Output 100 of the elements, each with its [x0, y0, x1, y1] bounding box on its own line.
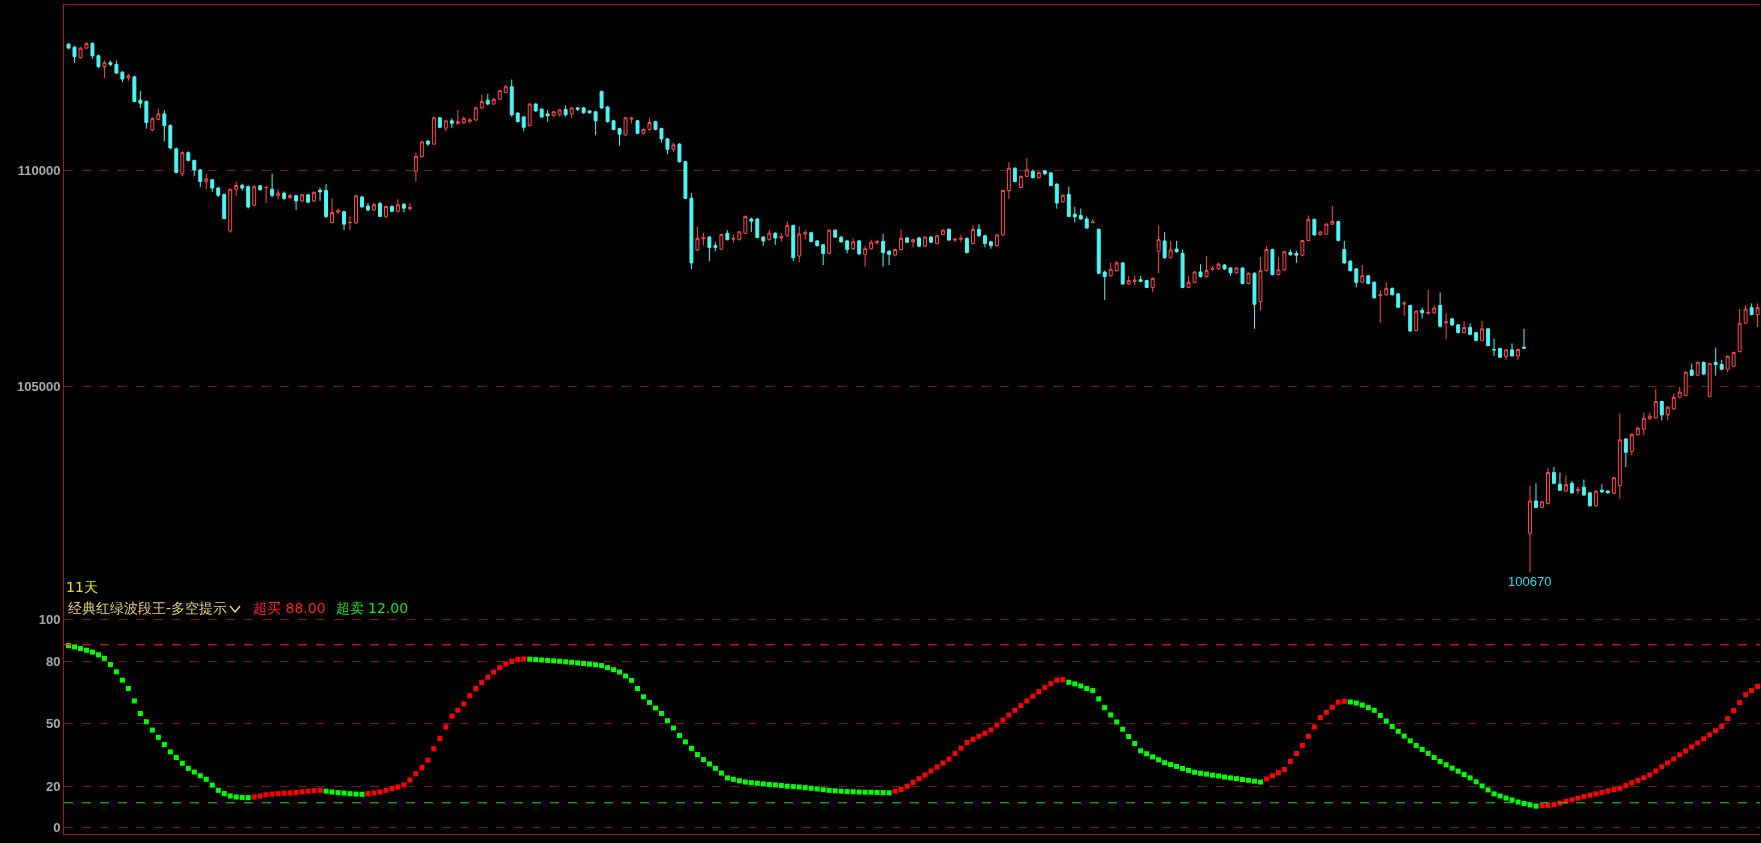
candlestick — [719, 233, 724, 251]
y-tick-label: 20 — [45, 778, 61, 794]
candlestick — [431, 116, 436, 146]
candlestick — [773, 231, 778, 246]
candlestick — [833, 228, 838, 239]
candlestick — [401, 202, 406, 214]
candlestick — [1522, 328, 1526, 350]
candlestick — [767, 229, 772, 242]
candlestick — [953, 237, 957, 243]
candlestick — [509, 78, 514, 118]
candlestick — [899, 228, 904, 251]
candlestick — [671, 142, 676, 153]
candlestick — [1024, 157, 1029, 178]
candlestick — [300, 193, 305, 203]
candlestick — [1138, 275, 1143, 283]
candlestick — [1330, 205, 1335, 225]
candlestick — [1557, 472, 1562, 492]
candlestick — [821, 243, 826, 266]
candlestick — [186, 150, 191, 162]
candlestick — [1677, 386, 1682, 399]
candlestick — [1647, 412, 1652, 420]
candlestick — [126, 73, 131, 82]
candlestick — [1731, 351, 1736, 368]
candlestick — [294, 194, 299, 211]
candlestick — [1569, 480, 1574, 495]
candlestick — [1036, 171, 1041, 180]
candlestick — [204, 173, 209, 190]
candlestick — [1605, 489, 1610, 495]
candlestick — [1156, 224, 1161, 274]
candlestick — [1402, 300, 1407, 317]
candlestick — [1707, 362, 1712, 398]
candlestick — [240, 183, 245, 192]
candlestick — [1096, 227, 1101, 275]
candlestick — [1354, 267, 1359, 288]
candlestick — [162, 109, 167, 142]
candlestick — [1659, 400, 1664, 421]
candlestick — [1743, 304, 1748, 325]
candlestick — [1611, 476, 1616, 495]
candlestick — [1102, 270, 1107, 301]
candlestick — [1018, 175, 1023, 189]
candlestick — [1456, 323, 1461, 335]
candlestick — [1126, 275, 1131, 286]
candlestick — [1030, 168, 1035, 180]
candlestick — [306, 193, 311, 204]
candlestick — [976, 223, 981, 238]
candlestick — [1312, 218, 1317, 237]
candlestick — [1084, 215, 1089, 230]
candlestick — [1599, 483, 1604, 494]
candlestick — [737, 230, 742, 242]
candlestick — [988, 240, 993, 250]
candlestick — [1749, 302, 1754, 316]
candlestick — [875, 239, 880, 246]
candlestick — [216, 186, 221, 198]
candlestick — [1468, 322, 1473, 336]
candlestick — [318, 187, 323, 202]
candlestick — [467, 117, 472, 124]
candlestick — [473, 106, 478, 122]
candlestick — [1737, 308, 1742, 353]
y-tick-label: 110000 — [17, 163, 61, 179]
candlestick — [905, 236, 910, 244]
candlestick — [443, 119, 448, 132]
candlestick — [869, 239, 874, 251]
candlestick — [1426, 289, 1431, 315]
candlestick — [413, 152, 418, 183]
candlestick — [1498, 347, 1503, 359]
candlestick — [803, 229, 808, 241]
candlestick — [1204, 255, 1209, 279]
candlestick — [1270, 248, 1275, 276]
candlestick — [1480, 320, 1485, 342]
candlestick — [1324, 222, 1329, 236]
candlestick — [497, 89, 502, 101]
candlestick — [929, 235, 933, 244]
candlestick — [1174, 240, 1179, 254]
candlestick — [725, 229, 730, 242]
candlestick — [1072, 206, 1077, 223]
ref-line-label: 超买 88.00 — [253, 600, 326, 618]
candlestick — [1348, 259, 1353, 273]
candlestick — [503, 84, 508, 94]
candlestick — [731, 233, 736, 244]
candlestick — [521, 115, 526, 132]
candlestick — [1432, 305, 1437, 315]
candlestick — [785, 221, 790, 238]
candlestick — [1534, 482, 1538, 509]
annotation: 11天 — [66, 579, 98, 595]
candlestick — [383, 205, 388, 219]
candlestick — [258, 184, 263, 192]
candlestick — [324, 183, 329, 219]
candlestick — [1066, 186, 1071, 218]
candlestick — [982, 234, 987, 248]
candlestick — [791, 224, 796, 262]
candlestick — [827, 228, 832, 255]
candlestick — [210, 178, 215, 193]
candlestick — [635, 119, 640, 135]
candlestick — [1114, 260, 1119, 273]
candlestick — [377, 201, 382, 218]
candlestick — [1078, 208, 1083, 221]
candlestick — [1575, 486, 1580, 495]
y-tick-label: 105000 — [17, 378, 61, 394]
candlestick — [557, 108, 562, 118]
candlestick — [1108, 262, 1113, 278]
